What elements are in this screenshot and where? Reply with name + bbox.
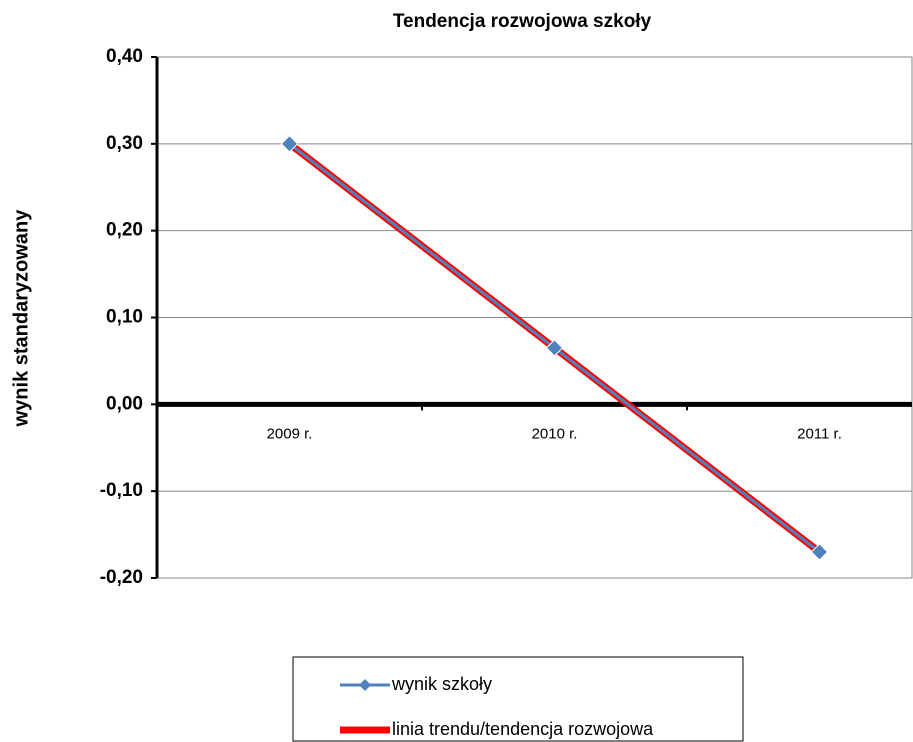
legend-label: linia trendu/tendencja rozwojowa xyxy=(392,719,654,739)
x-tick-label: 2010 r. xyxy=(532,425,578,442)
legend-label: wynik szkoły xyxy=(391,674,492,694)
data-point xyxy=(545,339,564,357)
data-point xyxy=(810,543,829,561)
x-tick-label: 2009 r. xyxy=(267,425,313,442)
y-tick-label: -0,10 xyxy=(100,480,143,501)
y-tick-label: 0,30 xyxy=(106,133,143,154)
chart-title: Tendencja rozwojowa szkoły xyxy=(393,11,652,32)
y-tick-label: 0,10 xyxy=(106,307,143,328)
y-axis-label: wynik standaryzowany xyxy=(10,209,32,428)
y-tick-label: 0,00 xyxy=(106,393,143,414)
y-tick-label: 0,20 xyxy=(106,220,143,241)
y-tick-label: -0,20 xyxy=(100,567,143,588)
y-tick-label: 0,40 xyxy=(106,46,143,67)
x-tick-label: 2011 r. xyxy=(797,425,842,442)
legend-marker xyxy=(359,679,371,691)
data-point xyxy=(280,135,299,153)
